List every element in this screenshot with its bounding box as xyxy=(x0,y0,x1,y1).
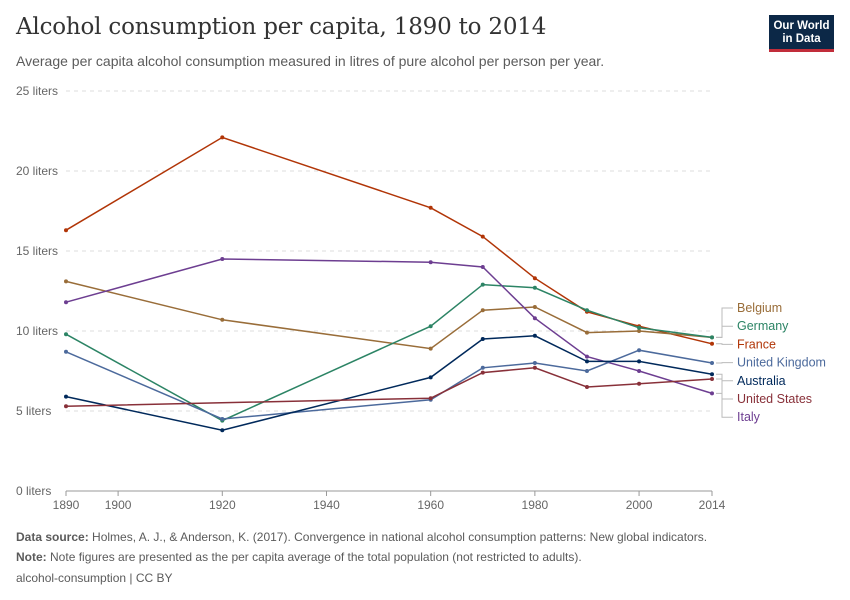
label-connector xyxy=(716,378,733,400)
data-point-belgium xyxy=(637,329,642,333)
chart-note: Note: Note figures are presented as the … xyxy=(16,550,582,564)
data-point-australia xyxy=(428,375,433,380)
data-point-belgium xyxy=(64,279,68,284)
y-tick-label: 20 liters xyxy=(16,164,58,178)
data-point-united-states xyxy=(637,381,642,386)
data-point-france xyxy=(532,276,537,281)
owid-logo[interactable]: Our World in Data xyxy=(769,15,834,52)
data-point-france xyxy=(480,234,485,239)
x-tick-label: 2014 xyxy=(699,498,726,512)
legend-label-germany: Germany xyxy=(737,319,789,333)
data-point-united-states xyxy=(710,377,714,381)
data-point-united-kingdom xyxy=(480,365,485,370)
data-point-italy xyxy=(584,354,589,359)
y-tick-label: 5 liters xyxy=(16,404,51,418)
series-line-belgium xyxy=(65,280,713,350)
data-point-italy xyxy=(220,257,225,261)
data-point-united-kingdom xyxy=(710,361,714,365)
data-point-united-states xyxy=(532,365,537,370)
legend-label-australia: Australia xyxy=(737,374,786,388)
series-line-germany xyxy=(65,283,713,422)
data-point-italy xyxy=(428,260,433,265)
data-point-belgium xyxy=(480,308,485,313)
data-point-united-states xyxy=(480,370,485,375)
data-point-italy xyxy=(480,265,485,269)
data-point-belgium xyxy=(584,330,589,335)
chart-subtitle: Average per capita alcohol consumption m… xyxy=(16,53,605,69)
data-point-australia xyxy=(710,372,714,377)
label-connector xyxy=(716,373,733,382)
data-point-belgium xyxy=(220,317,225,322)
legend-label-belgium: Belgium xyxy=(737,301,782,315)
chart-title: Alcohol consumption per capita, 1890 to … xyxy=(16,14,547,40)
x-tick-label: 1980 xyxy=(522,498,549,512)
x-tick-label: 2000 xyxy=(626,498,653,512)
series-line-france xyxy=(65,136,713,345)
logo-line-2: in Data xyxy=(782,33,821,45)
data-point-united-states xyxy=(584,385,589,389)
data-point-germany xyxy=(480,282,485,287)
x-tick-label: 1890 xyxy=(53,498,80,512)
data-point-belgium xyxy=(428,346,433,351)
data-point-france xyxy=(220,135,225,140)
data-point-germany xyxy=(710,335,714,340)
source-text[interactable]: Holmes, A. J., & Anderson, K. (2017). Co… xyxy=(92,530,708,544)
label-connector xyxy=(716,343,733,345)
data-point-italy xyxy=(64,300,68,305)
data-point-australia xyxy=(532,333,537,338)
series-line-australia xyxy=(65,335,713,431)
data-point-united-kingdom xyxy=(532,361,537,365)
y-tick-label: 0 liters xyxy=(16,484,51,498)
series-line-italy xyxy=(65,258,713,395)
data-point-germany xyxy=(532,285,537,290)
data-point-france xyxy=(710,341,714,346)
x-tick-label: 1920 xyxy=(209,498,236,512)
data-point-france xyxy=(64,228,68,233)
data-point-australia xyxy=(480,337,485,341)
data-point-united-kingdom xyxy=(64,349,68,354)
data-point-australia xyxy=(637,359,642,364)
data-point-germany xyxy=(64,332,68,337)
data-point-germany xyxy=(584,308,589,313)
data-point-germany xyxy=(637,325,642,330)
data-point-italy xyxy=(637,369,642,373)
data-point-united-kingdom xyxy=(220,417,225,421)
x-tick-label: 1940 xyxy=(313,498,340,512)
series-line-united-kingdom xyxy=(65,349,713,420)
y-tick-label: 25 liters xyxy=(16,84,58,98)
data-point-australia xyxy=(64,394,68,399)
data-point-france xyxy=(428,205,433,210)
data-source: Data source: Holmes, A. J., & Anderson, … xyxy=(16,530,707,544)
x-tick-label: 1960 xyxy=(417,498,444,512)
note-text: Note figures are presented as the per ca… xyxy=(50,550,582,564)
x-tick-label: 1900 xyxy=(105,498,132,512)
data-point-australia xyxy=(220,428,225,433)
legend-label-united-kingdom: United Kingdom xyxy=(737,356,826,370)
data-point-italy xyxy=(710,391,714,396)
line-chart: 0 liters 5 liters 10 liters 15 liters 20 lit… xyxy=(16,84,826,512)
legend-label-italy: Italy xyxy=(737,410,761,424)
note-label: Note: xyxy=(16,550,47,564)
legend-label-france: France xyxy=(737,337,776,351)
data-point-belgium xyxy=(532,305,537,309)
label-connector xyxy=(716,307,733,338)
y-tick-label: 10 liters xyxy=(16,324,58,338)
label-connector xyxy=(716,325,733,338)
data-point-united-states xyxy=(428,396,433,401)
data-point-australia xyxy=(584,359,589,364)
legend-label-united-states: United States xyxy=(737,392,812,406)
label-connector xyxy=(716,392,733,418)
data-point-italy xyxy=(532,316,537,321)
data-point-united-kingdom xyxy=(637,348,642,353)
y-tick-label: 15 liters xyxy=(16,244,58,258)
logo-line-1: Our World xyxy=(773,20,830,32)
data-point-united-states xyxy=(64,404,68,409)
data-point-united-kingdom xyxy=(584,369,589,373)
source-label: Data source: xyxy=(16,530,89,544)
chart-slug[interactable]: alcohol-consumption | CC BY xyxy=(16,571,173,585)
data-point-germany xyxy=(428,324,433,329)
